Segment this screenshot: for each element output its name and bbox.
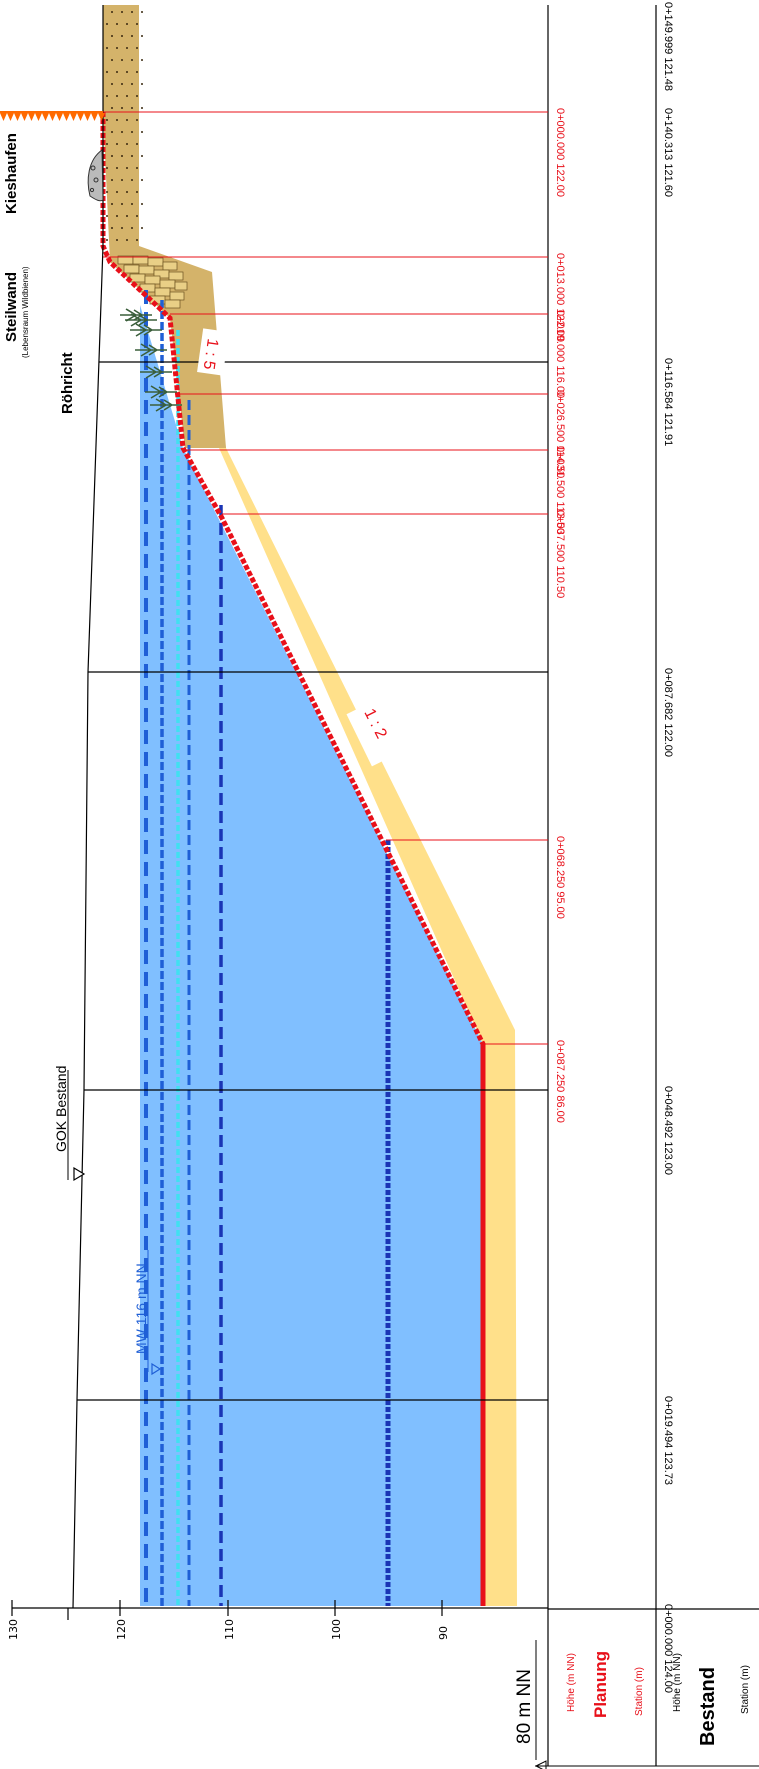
bestand-value-2: 0+116.584 121.91	[662, 358, 674, 446]
gok-marker: GOK Bestand	[53, 1066, 86, 1182]
tick-120: 120	[115, 1619, 128, 1640]
height-scale-labels: 130 120 110 100 90	[7, 1619, 450, 1640]
station-lines-planung	[103, 111, 548, 1045]
bestand-value-5: 0+019.494 123.73	[662, 1396, 674, 1485]
tick-90: 90	[437, 1626, 450, 1640]
gok-label: GOK Bestand	[53, 1066, 69, 1152]
gravel-texture	[106, 11, 143, 241]
boundary-sawtooth	[0, 111, 105, 121]
planung-value-4: 0+031.500 113.50	[554, 446, 566, 534]
planung-hoehe-label: Höhe (m NN)	[566, 1653, 577, 1712]
label-steilwand-sub: (Lebensraum Wildbienen)	[21, 266, 30, 358]
bestand-title: Bestand	[697, 1667, 719, 1746]
bestand-values: 0+149.999 121.48 0+140.313 121.60 0+116.58…	[662, 2, 674, 1693]
bestand-station-label: Station (m)	[740, 1665, 751, 1714]
planung-value-1: 0+013.000 122.00	[554, 253, 566, 342]
reed-plant-5	[125, 313, 157, 327]
planung-profile	[100, 112, 486, 1606]
kieshaufen-icon	[87, 149, 104, 202]
bestand-hoehe-label: Höhe (m NN)	[672, 1653, 683, 1712]
reed-plant-1	[130, 323, 162, 337]
drawing-frame	[535, 5, 759, 1767]
label-steilwand: Steilwand	[3, 272, 20, 342]
planung-value-2: 0+019.000 116.00	[554, 310, 566, 398]
tick-110: 110	[223, 1619, 236, 1640]
water-body	[140, 305, 483, 1606]
bestand-value-1: 0+140.313 121.60	[662, 108, 674, 197]
planung-values: 0+000.000 122.00 0+013.000 122.000+019.00…	[554, 108, 566, 1123]
reed-plant-2	[135, 343, 167, 357]
bestand-value-6: 0+000.000 124.00	[662, 1604, 674, 1693]
planung-value-5: 0+037.500 110.50	[554, 510, 566, 598]
steilwand-blocks	[117, 255, 188, 309]
station-lines-bestand	[77, 361, 548, 1401]
bestand-value-3: 0+087.682 122.00	[662, 668, 674, 757]
mw-triangle-icon	[151, 1362, 162, 1376]
bestand-profile	[72, 5, 104, 1609]
planung-title: Planung	[591, 1651, 610, 1718]
planung-value-0: 0+000.000 122.00	[554, 108, 566, 197]
bestand-value-0: 0+149.999 121.48	[662, 2, 674, 91]
datum-marker: 80 m NN	[514, 1640, 547, 1769]
label-kieshaufen: Kieshaufen	[3, 133, 20, 214]
slope-label-upper: 1 : 5	[197, 328, 229, 376]
tick-100: 100	[330, 1619, 343, 1640]
reed-plant-4	[145, 385, 177, 399]
bestand-value-4: 0+048.492 123.00	[662, 1086, 674, 1175]
planung-value-6: 0+068.250 95.00	[554, 836, 566, 919]
svg-text:1 : 5: 1 : 5	[200, 337, 221, 370]
table-header-bestand: Höhe (m NN) Bestand Station (m)	[672, 1653, 751, 1746]
gravel-body	[103, 5, 226, 448]
reed-plant-0	[120, 308, 152, 322]
reed-plant-6	[150, 398, 182, 412]
sand-fill	[118, 246, 517, 1606]
excavation-fills	[103, 5, 517, 1606]
gok-triangle-icon	[73, 1166, 86, 1182]
label-roehricht: Röhricht	[59, 352, 76, 414]
reed-plant-3	[140, 365, 172, 379]
mw-label: MW 116 m NN	[133, 1263, 149, 1354]
table-header-planung: Höhe (m NN) Planung Station (m)	[566, 1651, 645, 1718]
water-levels	[144, 290, 391, 1606]
reed-plants	[120, 308, 182, 412]
planung-value-3: 0+026.500 114.50	[554, 390, 566, 478]
datum-label: 80 m NN	[514, 1669, 535, 1744]
height-scale	[11, 1600, 548, 1620]
tick-130: 130	[7, 1619, 20, 1640]
planung-station-label: Station (m)	[634, 1667, 645, 1716]
mw-marker: MW 116 m NN	[133, 1250, 162, 1376]
planung-value-7: 0+087.250 86.00	[554, 1040, 566, 1123]
